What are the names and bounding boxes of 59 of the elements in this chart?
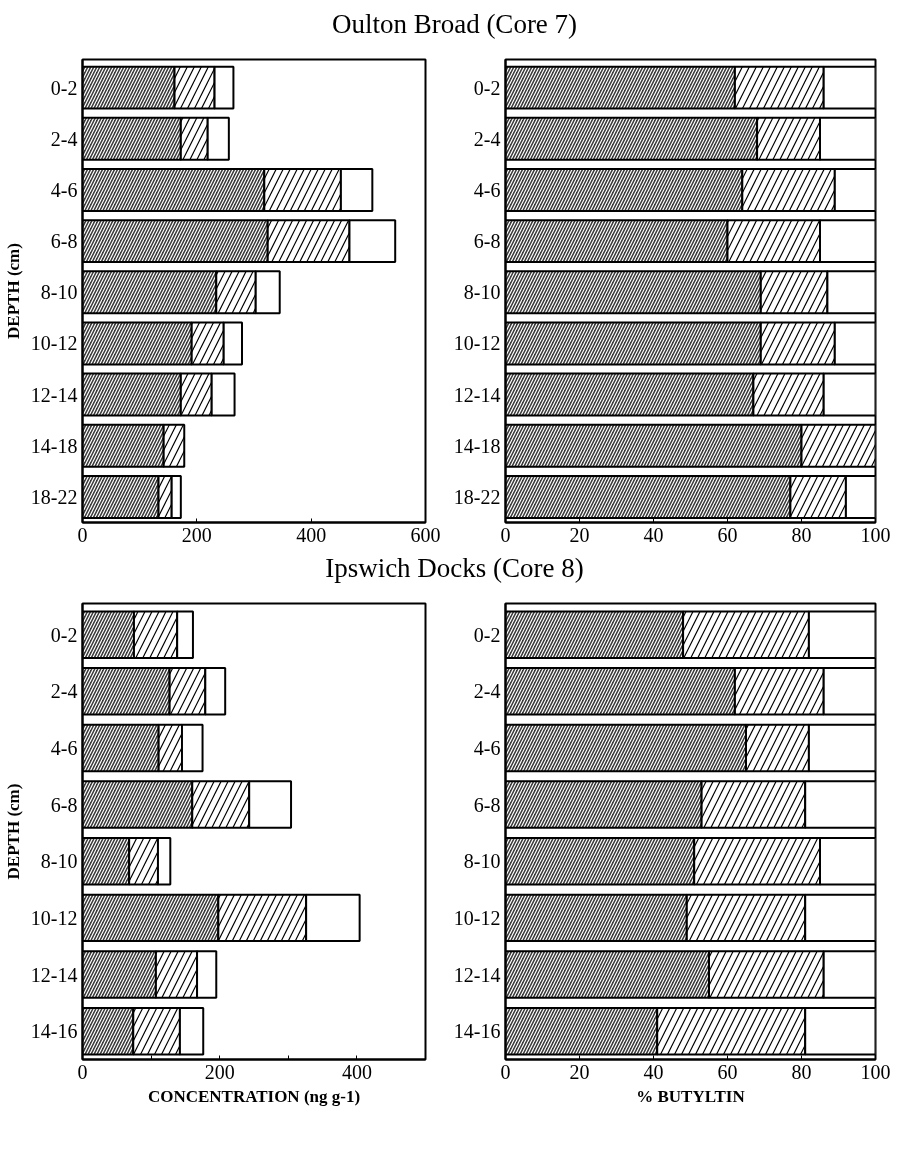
y-tick-label: 2-4 — [50, 680, 78, 703]
y-tick-label: 18-22 — [30, 485, 78, 508]
y-tick-label: 10-12 — [453, 332, 501, 355]
x-tick-label: 80 — [791, 1060, 812, 1083]
y-tick-label: 6-8 — [50, 793, 78, 816]
x-tick-label: 0 — [77, 523, 88, 546]
y-tick-label: 8-10 — [40, 281, 78, 304]
y-tick-label: 8-10 — [40, 850, 78, 873]
y-axis-title: DEPTH (cm) — [3, 243, 23, 339]
y-tick-label: 2-4 — [473, 127, 501, 150]
y-axis-title: DEPTH (cm) — [3, 783, 23, 880]
y-tick-label: 4-6 — [473, 178, 501, 201]
y-tick-label: 14-18 — [30, 434, 78, 457]
x-tick-label: 20 — [569, 523, 590, 546]
x-tick-label: 0 — [500, 523, 511, 546]
y-tick-label: 6-8 — [50, 230, 78, 253]
x-tick-label: 100 — [860, 1060, 891, 1083]
x-tick-label: 0 — [500, 1060, 511, 1083]
y-tick-label: 0-2 — [50, 623, 78, 646]
chart-title: Ipswich Docks (Core 8) — [325, 552, 584, 585]
y-tick-label: 12-14 — [453, 963, 501, 986]
chart-title: Oulton Broad (Core 7) — [331, 8, 578, 41]
x-tick-label: 200 — [204, 1060, 235, 1083]
x-tick-label: 80 — [791, 523, 812, 546]
x-axis-title: CONCENTRATION (ng g-1) — [147, 1086, 361, 1106]
y-tick-label: 14-16 — [30, 1020, 78, 1043]
y-tick-label: 12-14 — [453, 383, 501, 406]
x-tick-label: 0 — [77, 1060, 88, 1083]
y-tick-label: 10-12 — [30, 906, 78, 929]
y-tick-label: 10-12 — [453, 906, 501, 929]
y-tick-label: 10-12 — [30, 332, 78, 355]
y-tick-label: 0-2 — [50, 76, 78, 99]
y-tick-label: 14-16 — [453, 1020, 501, 1043]
x-tick-label: 40 — [643, 523, 664, 546]
y-tick-label: 4-6 — [473, 736, 501, 759]
x-tick-label: 400 — [341, 1060, 372, 1083]
y-tick-label: 2-4 — [473, 680, 501, 703]
x-tick-label: 600 — [410, 523, 441, 546]
y-tick-label: 12-14 — [30, 963, 78, 986]
y-tick-label: 0-2 — [473, 76, 501, 99]
y-tick-label: 6-8 — [473, 230, 501, 253]
y-tick-label: 0-2 — [473, 623, 501, 646]
y-tick-label: 4-6 — [50, 178, 78, 201]
y-tick-label: 2-4 — [50, 127, 78, 150]
x-tick-label: 60 — [717, 523, 738, 546]
y-tick-label: 18-22 — [453, 485, 501, 508]
y-tick-label: 6-8 — [473, 793, 501, 816]
x-tick-label: 400 — [296, 523, 327, 546]
x-tick-label: 20 — [569, 1060, 590, 1083]
x-tick-label: 200 — [181, 523, 212, 546]
y-tick-label: 14-18 — [453, 434, 501, 457]
y-tick-label: 12-14 — [30, 383, 78, 406]
x-tick-label: 100 — [860, 523, 891, 546]
x-tick-label: 60 — [717, 1060, 738, 1083]
y-tick-label: 4-6 — [50, 736, 78, 759]
y-tick-label: 8-10 — [463, 281, 501, 304]
x-tick-label: 40 — [643, 1060, 664, 1083]
y-tick-label: 8-10 — [463, 850, 501, 873]
x-axis-title: % BUTYLTIN — [636, 1086, 746, 1106]
